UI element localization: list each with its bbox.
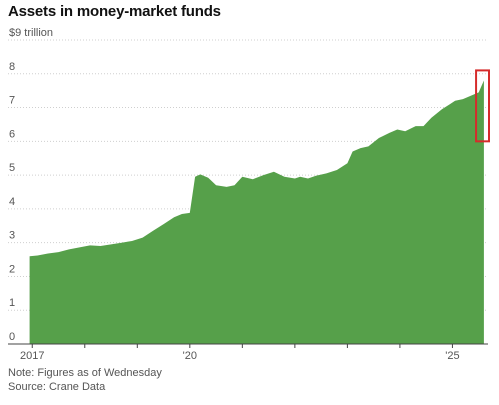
y-tick-label: 7 bbox=[9, 95, 15, 107]
source-text: Source: Crane Data bbox=[8, 381, 106, 393]
highlight-box-layer bbox=[475, 69, 491, 143]
y-tick-label: 0 bbox=[9, 331, 15, 343]
y-tick-label: 4 bbox=[9, 196, 15, 208]
y-axis-ticks: $9 trillion 8 7 6 5 4 3 2 1 0 bbox=[9, 27, 53, 343]
highlight-box bbox=[475, 69, 491, 143]
y-tick-label: 8 bbox=[9, 61, 15, 73]
x-axis: 2017 '20 '25 bbox=[8, 343, 488, 362]
x-tick-label: '20 bbox=[183, 350, 197, 362]
y-tick-label: 5 bbox=[9, 162, 15, 174]
area-series bbox=[29, 80, 484, 344]
x-tick-label: 2017 bbox=[20, 350, 44, 362]
y-tick-label: $9 trillion bbox=[9, 27, 53, 39]
x-tick-label: '25 bbox=[445, 350, 459, 362]
y-tick-label: 2 bbox=[9, 263, 15, 275]
y-tick-label: 1 bbox=[9, 297, 15, 309]
note-text: Note: Figures as of Wednesday bbox=[8, 367, 162, 379]
y-tick-label: 3 bbox=[9, 230, 15, 242]
area-fill bbox=[29, 80, 484, 344]
chart-title: Assets in money-market funds bbox=[8, 3, 221, 20]
y-tick-label: 6 bbox=[9, 128, 15, 140]
